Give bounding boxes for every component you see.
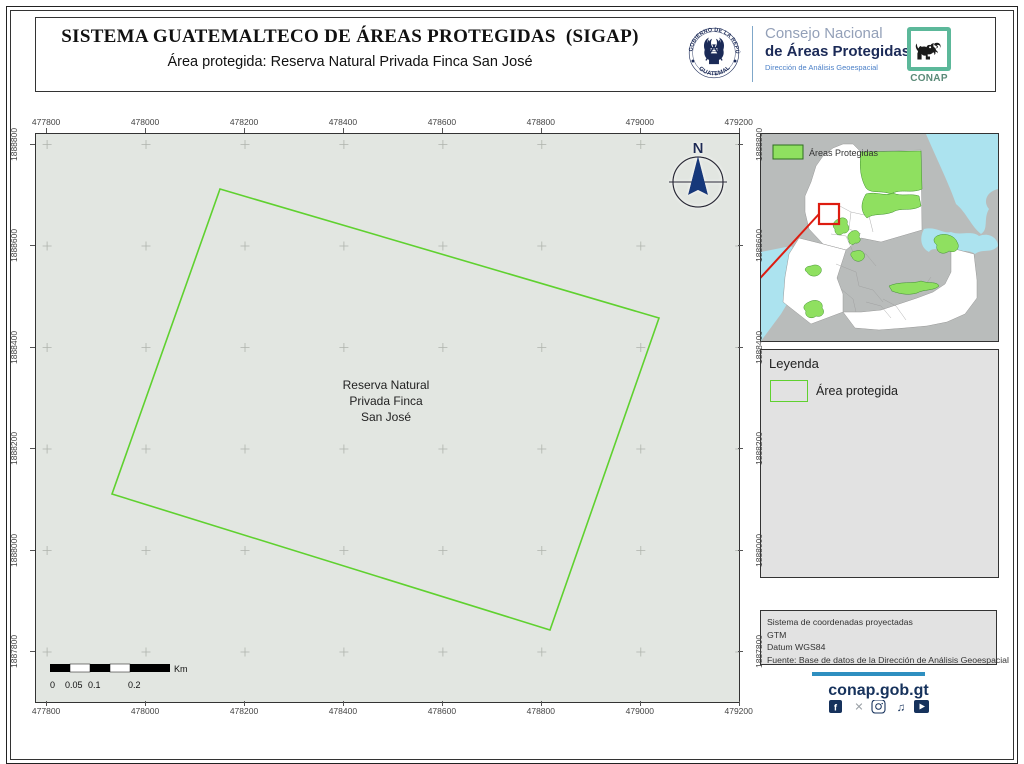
svg-text:Áreas Protegidas: Áreas Protegidas [809, 148, 879, 158]
svg-text:♫: ♫ [896, 702, 905, 714]
svg-text:✕: ✕ [854, 702, 863, 714]
